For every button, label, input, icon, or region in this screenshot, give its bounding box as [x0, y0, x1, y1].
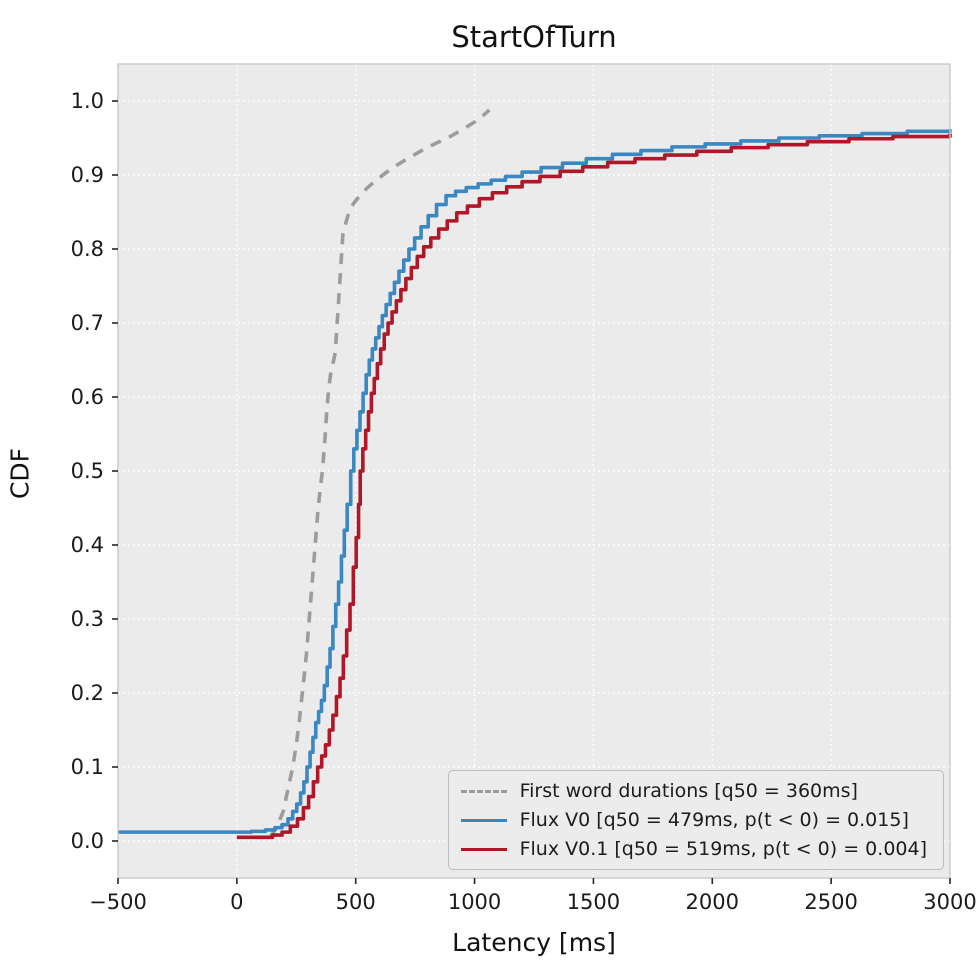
series-line-first-word-durations	[268, 108, 491, 839]
x-tick-label: 2000	[685, 890, 740, 914]
x-tick-label: 2500	[804, 890, 858, 914]
series-line-flux-v0.1	[236, 133, 952, 840]
legend-line-sample-flux-v0.1	[460, 847, 507, 851]
x-tick-label: 1500	[566, 890, 621, 914]
chart-title: StartOfTurn	[451, 20, 617, 54]
y-tick-label: 0.7	[70, 311, 104, 335]
y-tick-label: 0.8	[70, 237, 104, 261]
x-tick-label: 3000	[923, 890, 977, 914]
x-tick-label: −500	[89, 890, 147, 914]
legend-label: First word durations [q50 = 360ms]	[519, 780, 858, 802]
x-axis-label: Latency [ms]	[452, 928, 616, 957]
legend-entry: Flux V0.1 [q50 = 519ms, p(t < 0) = 0.004…	[460, 838, 927, 860]
x-tick-label: 500	[335, 890, 376, 914]
y-tick-label: 0.4	[70, 533, 104, 557]
legend-line-sample-flux-v0	[460, 818, 507, 822]
legend: First word durations [q50 = 360ms] Flux …	[447, 770, 944, 870]
x-tick-label: 1000	[447, 890, 502, 914]
y-tick-label: 0.2	[70, 681, 104, 705]
legend-entry: Flux V0 [q50 = 479ms, p(t < 0) = 0.015]	[460, 809, 927, 831]
y-tick-label: 0.0	[70, 829, 104, 853]
y-tick-label: 0.5	[70, 459, 104, 483]
legend-label: Flux V0 [q50 = 479ms, p(t < 0) = 0.015]	[519, 809, 909, 831]
y-tick-label: 0.3	[70, 607, 104, 631]
y-tick-label: 0.1	[70, 755, 104, 779]
y-tick-label: 0.9	[70, 163, 104, 187]
legend-entry: First word durations [q50 = 360ms]	[460, 780, 927, 802]
y-axis-label: CDF	[5, 447, 35, 500]
y-tick-label: 0.6	[70, 385, 104, 409]
legend-line-sample-first-word-durations	[460, 789, 507, 793]
x-tick-label: 0	[230, 890, 244, 914]
y-tick-label: 1.0	[70, 89, 104, 113]
legend-label: Flux V0.1 [q50 = 519ms, p(t < 0) = 0.004…	[519, 838, 927, 860]
series-line-flux-v0	[118, 129, 952, 834]
